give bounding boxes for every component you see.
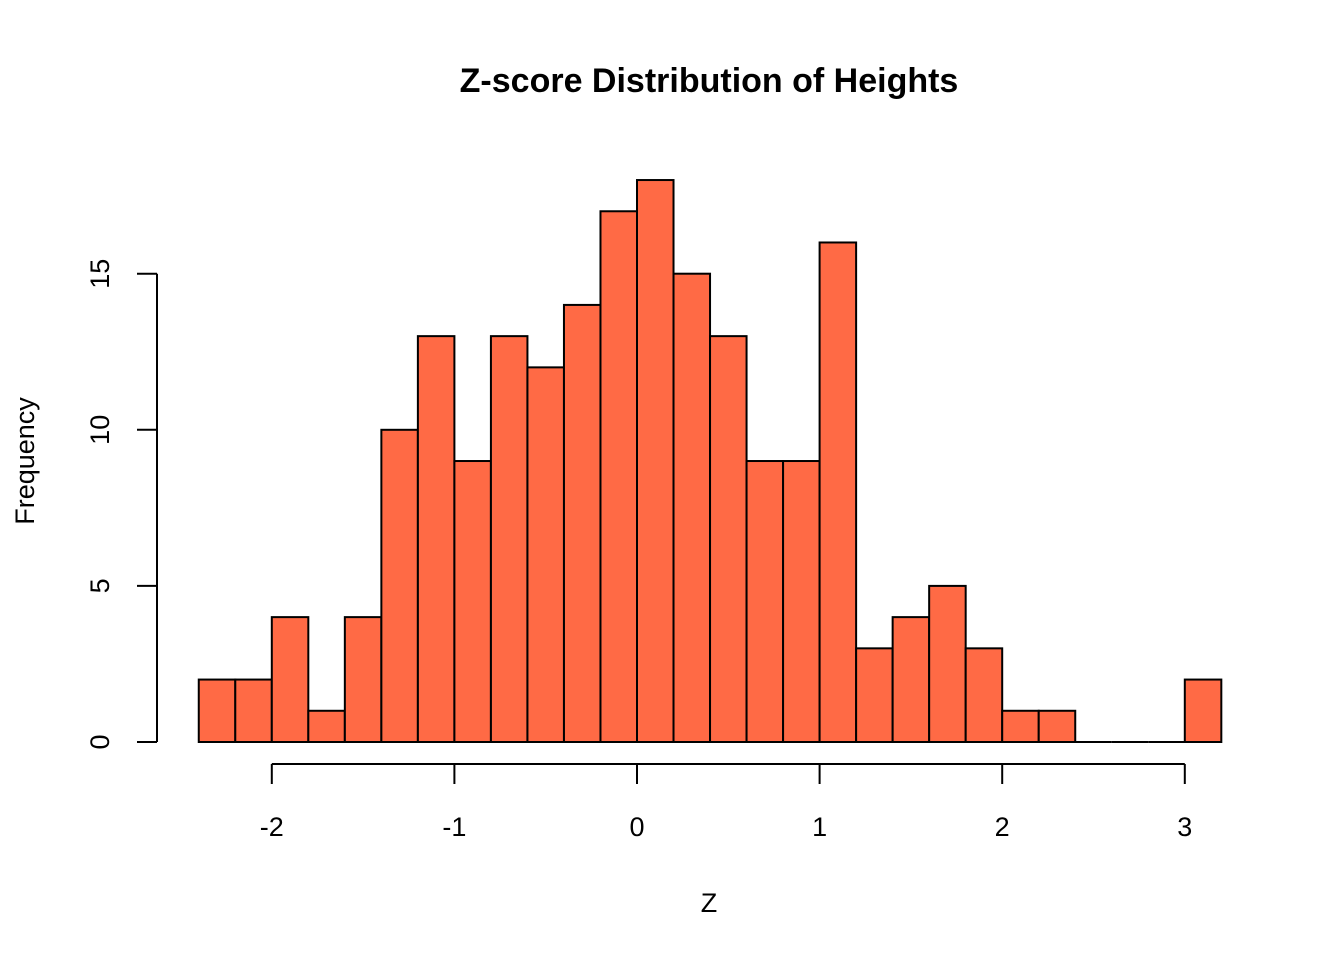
x-axis: -2 -1 0 1 2 3 <box>260 763 1192 842</box>
histogram-bar <box>270 616 310 743</box>
histogram-bar <box>526 366 565 743</box>
x-tick-label: -2 <box>260 812 284 842</box>
histogram-bar <box>745 460 785 743</box>
x-tick-label: 2 <box>995 812 1010 842</box>
x-tick-label: 0 <box>629 812 644 842</box>
histogram-bar <box>234 678 273 743</box>
y-tick-label: 15 <box>85 259 115 289</box>
histogram-bar <box>818 241 858 743</box>
x-axis-label: Z <box>701 888 718 918</box>
histogram-bar <box>197 678 237 743</box>
histogram-bar <box>599 210 638 743</box>
histogram-bar <box>343 616 383 743</box>
histogram-bar <box>1037 709 1077 744</box>
histogram-bar <box>928 584 967 744</box>
histogram-bar <box>709 335 748 743</box>
x-tick-label: 3 <box>1177 812 1192 842</box>
histogram-bar <box>891 616 931 743</box>
histogram-bar <box>380 428 419 743</box>
histogram-bar <box>964 647 1004 744</box>
histogram-bars <box>197 179 1223 744</box>
histogram-bar <box>307 709 346 744</box>
histogram-bar <box>636 179 675 744</box>
y-tick-label: 10 <box>85 415 115 445</box>
x-tick-label: 1 <box>812 812 827 842</box>
histogram-bar <box>855 647 894 744</box>
histogram-bar <box>1183 678 1223 743</box>
y-tick-label: 5 <box>85 578 115 593</box>
y-axis: 0 5 10 15 <box>85 259 158 750</box>
chart-title: Z-score Distribution of Heights <box>460 62 959 100</box>
histogram-bar <box>672 272 712 743</box>
histogram-bar <box>562 303 602 743</box>
y-axis-label: Frequency <box>10 397 40 525</box>
histogram-bar <box>1001 709 1040 744</box>
histogram-bar <box>416 335 456 743</box>
histogram-bar <box>782 460 821 743</box>
y-tick-label: 0 <box>85 734 115 749</box>
histogram-bar <box>453 460 492 743</box>
x-tick-label: -1 <box>442 812 466 842</box>
histogram-bar <box>489 335 529 743</box>
